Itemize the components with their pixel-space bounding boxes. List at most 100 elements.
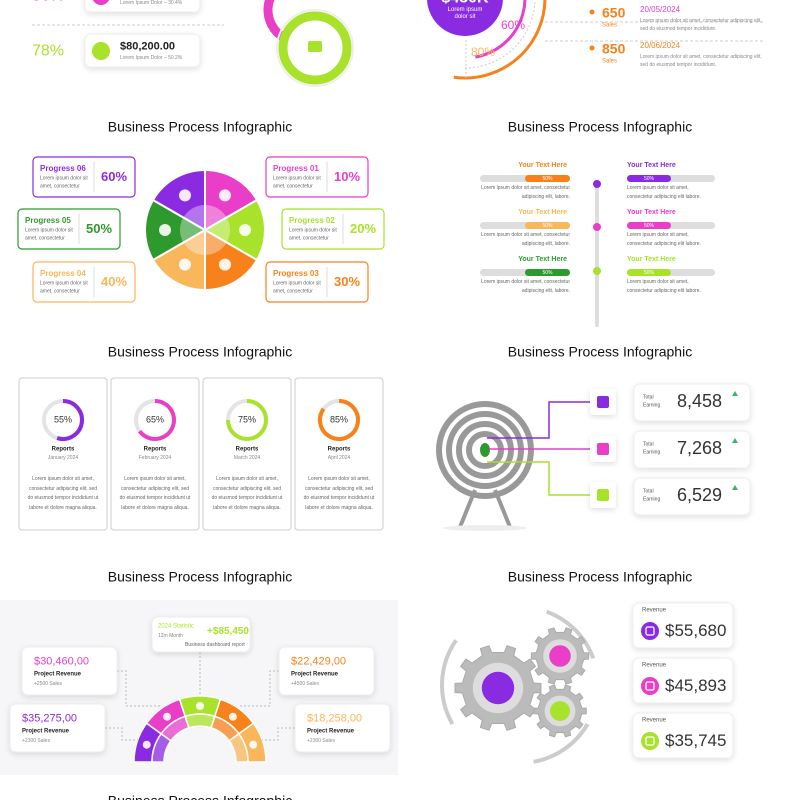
text: Lorem ipsum dolor sit amet, consectetur … <box>27 476 99 511</box>
panel-title: Business Process Infographic <box>507 343 693 360</box>
percent: 85% <box>329 414 349 425</box>
card <box>632 602 734 649</box>
icon <box>92 42 110 60</box>
unit: Sales <box>602 58 618 65</box>
date: February 2024 <box>138 455 172 461</box>
icon <box>641 622 659 640</box>
bar-label: 50% <box>542 175 553 182</box>
progress-box <box>265 261 369 303</box>
panel-title: Business Process Infographic <box>108 793 292 800</box>
percent: 50% <box>85 221 113 237</box>
label: Revenue <box>642 717 667 724</box>
leg <box>493 489 512 528</box>
title: Project Revenue <box>34 671 82 678</box>
gear-center <box>549 645 571 667</box>
icon <box>228 712 237 721</box>
report-card <box>18 377 108 531</box>
progress-box <box>17 208 121 250</box>
trend-up <box>732 391 738 396</box>
connector <box>487 461 590 496</box>
date: March 2024 <box>233 455 261 461</box>
text: Lorem ipsum dolor sit amet, consectetur … <box>211 476 283 511</box>
note: +2300 Sales <box>22 738 50 744</box>
text: Lorem ipsum dolor sit amet, consectetur <box>40 280 88 295</box>
title: Your Text Here <box>627 255 676 263</box>
icon <box>92 0 110 5</box>
card <box>278 646 375 696</box>
stat-title: 2024 Statistic <box>158 623 195 630</box>
gear-center <box>550 701 570 721</box>
text: Lorem ipsum dolor sit amet, consectetur <box>273 175 321 190</box>
trend-up <box>732 438 738 443</box>
icon <box>239 224 251 236</box>
panel-title: Business Process Infographic <box>107 343 293 360</box>
ring <box>226 399 268 441</box>
title: Project Revenue <box>307 728 355 735</box>
card <box>633 477 751 516</box>
title: Project Revenue <box>291 671 339 678</box>
progress-box <box>265 156 369 198</box>
total-note: Lorem ipsum dolor sit <box>447 6 483 20</box>
text: Lorem ipsum dolor sit amet, consectetur … <box>627 279 701 294</box>
icon <box>641 677 659 695</box>
icon <box>179 258 191 271</box>
progress-box <box>32 261 136 303</box>
card <box>151 616 251 653</box>
connector <box>117 670 160 707</box>
bar-label: 50% <box>542 269 553 276</box>
report-card <box>202 377 292 531</box>
arc <box>263 0 287 42</box>
ring <box>138 399 176 441</box>
orbit <box>440 639 458 725</box>
text: Lorem ipsum dolor sit amet, consectetur … <box>640 18 762 32</box>
dot <box>593 223 601 231</box>
text: Lorem ipsum dolor sit amet, consectetur … <box>119 476 191 511</box>
text: Lorem ipsum dolor sit amet, consectetur … <box>627 185 701 200</box>
orbit <box>545 609 596 660</box>
card <box>633 430 751 469</box>
value: 8,458 <box>677 391 723 412</box>
trend-up <box>732 485 738 490</box>
bar-fill <box>525 222 570 229</box>
percent: 75% <box>237 414 257 425</box>
text: Lorem ipsum dolor sit amet, consectetur <box>273 280 321 295</box>
title: Your Text Here <box>518 255 567 263</box>
panel-title: Business Process Infographic <box>507 118 693 135</box>
value: $18,258,00 <box>307 712 363 725</box>
bar-fill <box>525 175 570 182</box>
bullseye <box>480 443 490 457</box>
value: $45,893 <box>665 675 727 695</box>
arc <box>464 0 536 69</box>
icon <box>142 740 151 749</box>
text: Lorem ipsum dolor sit amet, consectetur <box>289 227 337 242</box>
panel-title: Business Process Infographic <box>507 568 693 585</box>
ring <box>318 399 360 441</box>
icon <box>159 224 171 236</box>
icon <box>179 189 191 202</box>
panel-title: Business Process Infographic <box>107 118 293 135</box>
label: Progress 06 <box>40 164 86 174</box>
label: Revenue <box>642 662 667 669</box>
panel-title: Business Process Infographic <box>107 568 293 585</box>
text: Lorem ipsum dolor sit amet, consectetur … <box>481 185 570 200</box>
shadow <box>443 525 527 531</box>
percent: 55% <box>53 414 73 425</box>
value: $35,275,00 <box>22 712 78 725</box>
text: Lorem ipsum dolor sit amet, consectetur … <box>481 232 570 247</box>
title: Reports <box>51 446 75 453</box>
icon <box>163 712 172 721</box>
icon <box>597 489 609 501</box>
ring <box>56 399 84 441</box>
card <box>21 646 118 696</box>
arc-label: 80% <box>470 44 496 59</box>
amount: $80,200.00 <box>120 40 176 53</box>
dot <box>593 180 601 188</box>
bar-fill <box>627 222 671 229</box>
inner <box>180 205 230 255</box>
gear-center <box>481 671 515 705</box>
title: Your Text Here <box>518 161 567 169</box>
connector <box>262 727 295 741</box>
percent: 60% <box>100 169 128 185</box>
value: 6,529 <box>677 485 723 506</box>
